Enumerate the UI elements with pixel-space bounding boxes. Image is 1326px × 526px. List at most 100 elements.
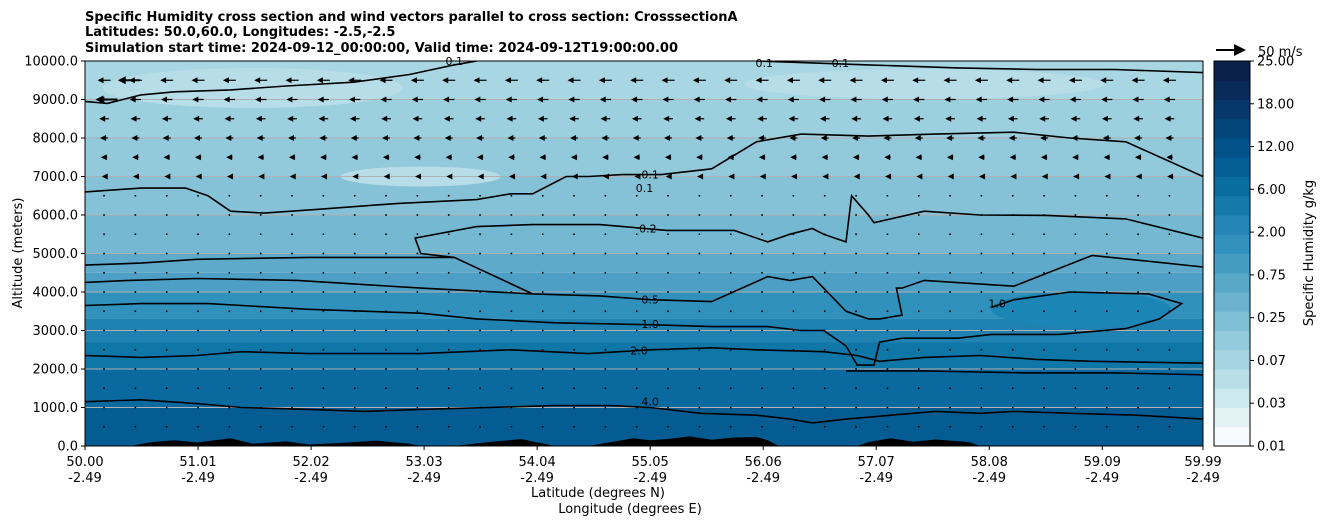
- wind-vector: [416, 387, 419, 390]
- wind-vector: [100, 135, 107, 141]
- wind-vector: [416, 233, 419, 236]
- wind-vector: [1168, 348, 1171, 351]
- wind-vector: [380, 96, 387, 103]
- wind-vector: [724, 77, 731, 84]
- wind-vector: [573, 252, 575, 255]
- wind-vector: [913, 96, 920, 103]
- wind-vector: [695, 135, 702, 141]
- wind-vector: [103, 387, 105, 390]
- humidity-patch: [744, 69, 1105, 100]
- wind-vector: [573, 310, 575, 313]
- wind-vector: [1074, 368, 1077, 370]
- wind-vector: [291, 368, 293, 370]
- wind-vector: [949, 252, 951, 255]
- wind-vector: [322, 329, 325, 332]
- contour-label: 0.1: [756, 57, 774, 70]
- wind-vector: [823, 214, 826, 216]
- wind-vector: [820, 135, 827, 141]
- wind-vector: [1137, 214, 1139, 216]
- wind-vector: [541, 214, 544, 216]
- wind-vector: [473, 77, 480, 84]
- wind-vector: [980, 194, 983, 197]
- wind-vector: [103, 348, 105, 351]
- wind-vector: [698, 214, 701, 216]
- wind-vector: [1168, 368, 1171, 370]
- wind-vector: [604, 252, 607, 255]
- wind-vector: [103, 368, 105, 370]
- wind-vector: [540, 173, 547, 180]
- wind-vector: [573, 348, 575, 351]
- wind-vector: [286, 96, 293, 103]
- colorbar-tick-label: 6.00: [1257, 183, 1286, 198]
- wind-vector: [823, 406, 826, 409]
- wind-vector: [917, 368, 920, 370]
- wind-vector: [761, 329, 763, 332]
- wind-vector: [228, 387, 231, 390]
- wind-vector: [980, 271, 983, 274]
- wind-vector: [134, 329, 137, 332]
- wind-vector: [667, 271, 669, 274]
- wind-vector: [567, 77, 574, 84]
- wind-vector: [761, 214, 763, 216]
- wind-vector: [1074, 233, 1077, 236]
- wind-vector: [729, 368, 732, 370]
- wind-vector: [537, 96, 544, 103]
- wind-vector: [322, 368, 325, 370]
- wind-vector: [1100, 77, 1107, 84]
- wind-vector: [792, 310, 795, 313]
- wind-vector: [913, 115, 920, 122]
- wind-vector: [788, 115, 795, 122]
- wind-vector: [1105, 194, 1108, 197]
- wind-vector: [259, 406, 262, 409]
- wind-vector: [786, 77, 793, 84]
- wind-vector: [291, 194, 293, 197]
- wind-vector: [1168, 214, 1171, 216]
- wind-vector: [573, 194, 575, 197]
- wind-vector: [1167, 173, 1174, 180]
- wind-vector: [385, 252, 387, 255]
- wind-vector: [1011, 406, 1014, 409]
- wind-vector: [353, 406, 356, 409]
- wind-vector: [601, 135, 608, 141]
- wind-vector: [1008, 135, 1015, 141]
- wind-vector: [541, 425, 544, 428]
- wind-vector: [479, 425, 481, 428]
- wind-vector: [259, 233, 262, 236]
- wind-vector: [134, 233, 137, 236]
- wind-vector: [729, 329, 732, 332]
- wind-vector: [161, 115, 168, 122]
- y-tick-label: 10000.0: [24, 55, 78, 70]
- wind-vector: [792, 387, 795, 390]
- colorbar-segment: [1214, 234, 1250, 254]
- wind-vector: [886, 214, 889, 216]
- wind-vector: [667, 291, 669, 293]
- wind-vector: [197, 348, 199, 351]
- wind-vector: [698, 310, 701, 313]
- wind-vector: [696, 154, 703, 161]
- wind-vector: [322, 348, 325, 351]
- x-tick-label-lon: -2.49: [181, 471, 215, 486]
- wind-vector: [855, 387, 857, 390]
- wind-vector: [1105, 271, 1108, 274]
- wind-vector: [1011, 348, 1014, 351]
- wind-vector: [568, 96, 575, 103]
- wind-vector: [385, 310, 387, 313]
- wind-vector: [792, 252, 795, 255]
- wind-vector: [598, 77, 605, 84]
- wind-vector: [949, 291, 951, 293]
- wind-vector: [792, 291, 795, 293]
- wind-vector: [886, 291, 889, 293]
- wind-vector: [917, 406, 920, 409]
- wind-vector: [228, 214, 231, 216]
- wind-vector: [1168, 329, 1171, 332]
- wind-vector: [353, 310, 356, 313]
- wind-vector: [197, 214, 199, 216]
- wind-vector: [165, 329, 168, 332]
- wind-vector: [446, 173, 453, 180]
- humidity-band: [85, 272, 1203, 292]
- wind-vector: [792, 406, 795, 409]
- wind-vector: [1011, 252, 1014, 255]
- wind-vector: [410, 77, 417, 84]
- y-tick-label: 3000.0: [33, 324, 79, 339]
- wind-vector: [855, 271, 857, 274]
